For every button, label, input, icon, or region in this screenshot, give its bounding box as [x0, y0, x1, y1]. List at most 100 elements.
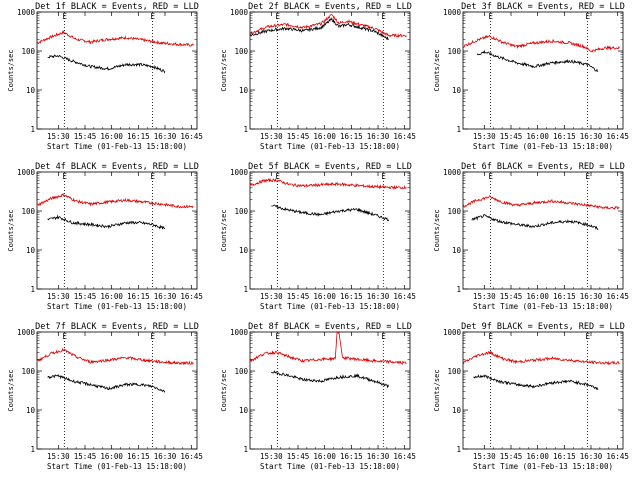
x-tick-label: 16:30 [580, 292, 603, 301]
x-tick-label: 16:00 [313, 452, 336, 461]
series-events [473, 374, 599, 391]
y-axis-label: Counts/sec [433, 209, 441, 251]
detector-panel-1: Det 1f BLACK = Events, RED = LLD 1 10 100 10… [7, 2, 203, 151]
x-tick-label: 16:15 [340, 132, 363, 141]
detector-panel-5: Det 5f BLACK = Events, RED = LLD 1 10 100 10… [220, 162, 416, 311]
y-axis-label: Counts/sec [220, 209, 228, 251]
y-tick-label: 1000 [443, 328, 462, 337]
x-axis-label: Start Time (01-Feb-13 15:18:00) [260, 142, 400, 151]
plot-frame [249, 11, 411, 130]
x-tick-label: 15:30 [473, 452, 496, 461]
x-tick-label: 15:30 [473, 132, 496, 141]
x-tick-label: 16:45 [606, 292, 629, 301]
y-tick-label: 100 [21, 47, 35, 56]
y-tick-label: 100 [234, 367, 248, 376]
y-axis-label: Counts/sec [220, 49, 228, 91]
event-marker-label: E [151, 332, 156, 341]
x-tick-label: 15:30 [473, 292, 496, 301]
x-tick-label: 15:30 [47, 132, 70, 141]
panel-title: Det 5f BLACK = Events, RED = LLD [248, 162, 412, 172]
y-tick-label: 100 [21, 207, 35, 216]
x-tick-label: 16:00 [313, 292, 336, 301]
y-tick-label: 1 [30, 445, 35, 454]
panel-title: Det 6f BLACK = Events, RED = LLD [461, 162, 625, 172]
y-tick-label: 1000 [443, 168, 462, 177]
y-tick-label: 10 [452, 406, 462, 415]
x-tick-label: 15:45 [500, 452, 523, 461]
x-axis-label: Start Time (01-Feb-13 15:18:00) [47, 142, 187, 151]
series-events [47, 54, 166, 74]
plot-frame [36, 171, 198, 290]
series-lld [36, 347, 194, 366]
x-tick-label: 16:30 [367, 452, 390, 461]
x-axis-label: Start Time (01-Feb-13 15:18:00) [260, 462, 400, 471]
x-tick-label: 16:45 [393, 132, 416, 141]
series-lld [36, 192, 194, 209]
y-tick-label: 10 [26, 246, 36, 255]
y-tick-label: 1000 [443, 8, 462, 17]
x-tick-label: 16:15 [553, 452, 576, 461]
series-events [249, 17, 389, 41]
series-events [270, 370, 390, 389]
y-tick-label: 100 [21, 367, 35, 376]
x-tick-label: 16:15 [340, 452, 363, 461]
y-axis-label: Counts/sec [433, 369, 441, 411]
x-tick-label: 16:00 [526, 452, 549, 461]
y-tick-label: 100 [234, 47, 248, 56]
x-tick-label: 16:45 [393, 452, 416, 461]
panel-title: Det 2f BLACK = Events, RED = LLD [248, 2, 412, 12]
y-axis-label: Counts/sec [7, 209, 15, 251]
y-tick-label: 1 [243, 445, 248, 454]
x-tick-label: 16:45 [180, 452, 203, 461]
event-marker-label: E [63, 332, 68, 341]
x-tick-label: 15:30 [260, 292, 283, 301]
y-tick-label: 1000 [230, 168, 249, 177]
x-tick-label: 16:45 [606, 132, 629, 141]
y-tick-label: 1 [243, 125, 248, 134]
x-axis-label: Start Time (01-Feb-13 15:18:00) [260, 302, 400, 311]
x-tick-label: 15:45 [74, 292, 97, 301]
event-marker-label: E [489, 12, 494, 21]
x-tick-label: 15:45 [500, 292, 523, 301]
plot-frame [249, 331, 411, 450]
x-tick-label: 16:30 [367, 292, 390, 301]
event-marker-label: E [276, 172, 281, 181]
detector-panel-7: Det 7f BLACK = Events, RED = LLD 1 10 100 10… [7, 322, 203, 471]
event-marker-label: E [381, 172, 386, 181]
y-tick-label: 1 [243, 285, 248, 294]
detector-panel-9: Det 9f BLACK = Events, RED = LLD 1 10 100 10… [433, 322, 629, 471]
x-tick-label: 15:30 [260, 132, 283, 141]
x-tick-label: 15:30 [47, 292, 70, 301]
y-tick-label: 1000 [17, 168, 36, 177]
x-tick-label: 16:00 [100, 132, 123, 141]
y-tick-label: 10 [26, 406, 36, 415]
x-tick-label: 15:45 [74, 452, 97, 461]
detector-panel-2: Det 2f BLACK = Events, RED = LLD 1 10 100 10… [220, 2, 416, 151]
x-tick-label: 16:00 [526, 132, 549, 141]
event-marker-label: E [276, 12, 281, 21]
x-tick-label: 16:00 [313, 132, 336, 141]
y-tick-label: 1000 [17, 328, 36, 337]
x-tick-label: 16:45 [180, 132, 203, 141]
series-events [476, 49, 599, 72]
plot-frame [249, 171, 411, 290]
event-marker-label: E [585, 172, 590, 181]
y-tick-label: 10 [452, 246, 462, 255]
series-lld [462, 350, 620, 366]
x-tick-label: 16:45 [180, 292, 203, 301]
x-tick-label: 16:15 [340, 292, 363, 301]
y-tick-label: 1 [30, 125, 35, 134]
y-tick-label: 10 [239, 86, 249, 95]
panel-title: Det 7f BLACK = Events, RED = LLD [35, 322, 199, 332]
series-lld [249, 13, 407, 38]
plot-frame [462, 11, 624, 130]
y-tick-label: 1000 [230, 8, 249, 17]
x-tick-label: 16:45 [606, 452, 629, 461]
y-tick-label: 1000 [230, 328, 249, 337]
x-axis-label: Start Time (01-Feb-13 15:18:00) [473, 302, 613, 311]
event-marker-label: E [585, 332, 590, 341]
event-marker-label: E [151, 172, 156, 181]
x-tick-label: 16:30 [580, 132, 603, 141]
series-lld [36, 30, 194, 48]
